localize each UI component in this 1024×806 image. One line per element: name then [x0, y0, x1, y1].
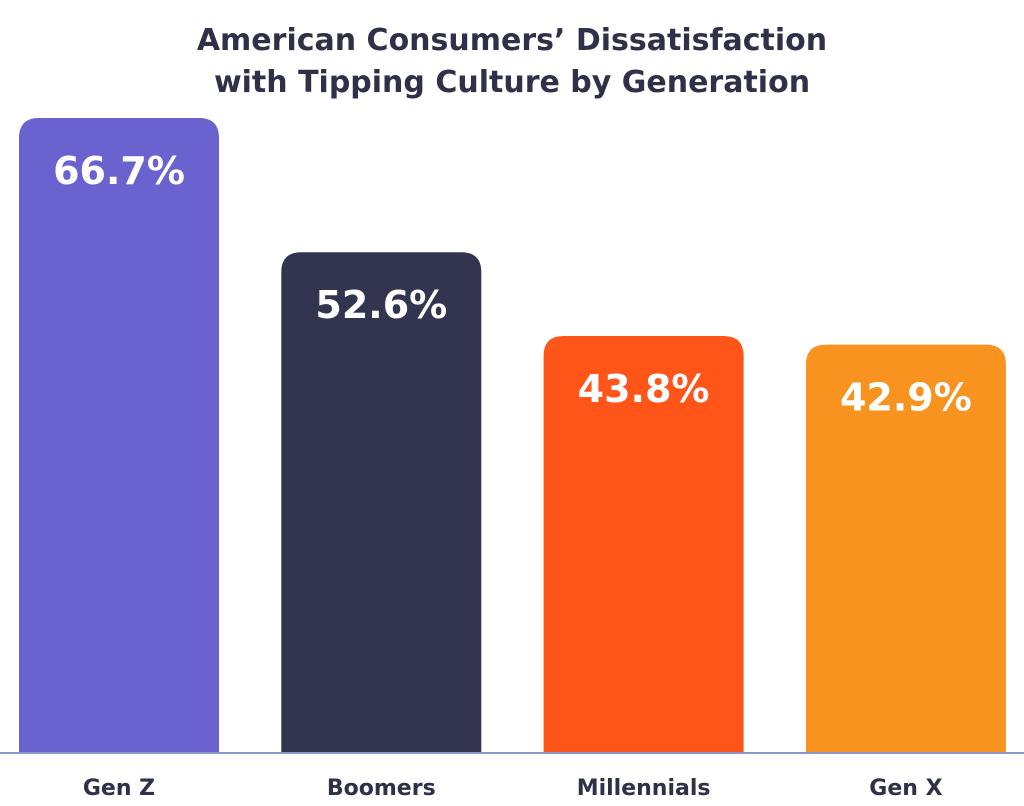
- chart-title: American Consumers’ Dissatisfaction with…: [0, 20, 1024, 104]
- category-label-gen-z: Gen Z: [83, 776, 155, 801]
- category-labels-group: Gen Z Boomers Millennials Gen X: [83, 776, 943, 801]
- bar-gen-x: [805, 344, 1006, 753]
- value-label-gen-x: 42.9%: [840, 376, 972, 420]
- bar-millennials: [543, 336, 744, 753]
- value-label-gen-z: 66.7%: [53, 149, 185, 193]
- bars-group: 66.7% 52.6% 43.8% 42.9%: [19, 118, 1006, 753]
- category-label-millennials: Millennials: [577, 776, 711, 801]
- bar-boomers: [281, 252, 482, 753]
- bar-gen-z: [19, 118, 219, 753]
- category-label-boomers: Boomers: [327, 776, 436, 801]
- chart-title-line-1: American Consumers’ Dissatisfaction: [196, 23, 828, 58]
- chart-title-line-2: with Tipping Culture by Generation: [213, 65, 811, 100]
- category-label-gen-x: Gen X: [869, 776, 942, 801]
- value-label-boomers: 52.6%: [315, 283, 447, 327]
- value-label-millennials: 43.8%: [578, 367, 710, 411]
